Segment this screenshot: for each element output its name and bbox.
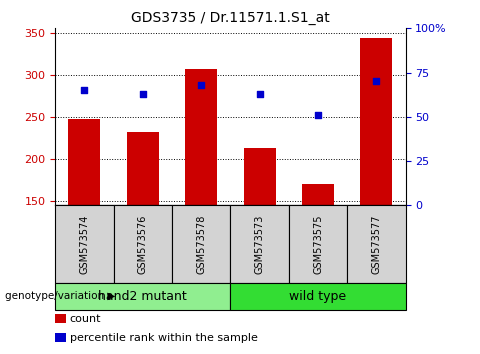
Bar: [243, 148, 276, 327]
Point: [81, 87, 88, 93]
Bar: [302, 184, 334, 327]
Text: genotype/variation ▶: genotype/variation ▶: [5, 291, 115, 302]
Bar: [185, 69, 217, 327]
Bar: [127, 132, 159, 327]
Text: GSM573573: GSM573573: [254, 215, 264, 274]
Text: GSM573577: GSM573577: [372, 215, 382, 274]
Point: [197, 82, 205, 88]
Bar: [68, 119, 100, 327]
Bar: [360, 39, 393, 327]
Text: GSM573576: GSM573576: [138, 215, 148, 274]
Point: [372, 79, 380, 84]
Text: GSM573575: GSM573575: [313, 215, 323, 274]
Title: GDS3735 / Dr.11571.1.S1_at: GDS3735 / Dr.11571.1.S1_at: [131, 11, 330, 24]
Text: percentile rank within the sample: percentile rank within the sample: [70, 333, 257, 343]
Text: GSM573578: GSM573578: [196, 215, 206, 274]
Text: GSM573574: GSM573574: [79, 215, 89, 274]
Text: count: count: [70, 314, 101, 324]
Point: [256, 91, 264, 97]
Text: wild type: wild type: [289, 290, 347, 303]
Text: hand2 mutant: hand2 mutant: [98, 290, 187, 303]
Point: [314, 112, 322, 118]
Point: [139, 91, 147, 97]
